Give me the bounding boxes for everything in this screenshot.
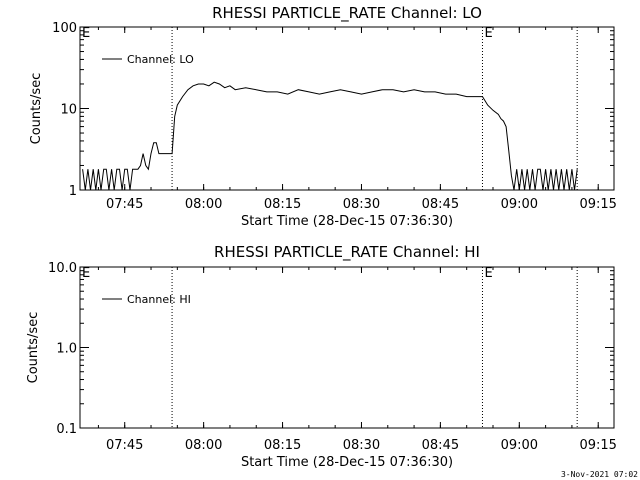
- x-tick-label: 07:45: [106, 438, 143, 453]
- event-marker-label: E: [484, 266, 492, 281]
- x-tick-label: 08:00: [185, 438, 222, 453]
- x-tick-label: 08:15: [264, 197, 301, 212]
- x-tick-label: 08:30: [343, 197, 380, 212]
- x-tick-label: 09:00: [501, 438, 538, 453]
- x-tick-label: 08:45: [422, 438, 459, 453]
- x-tick-label: 09:00: [501, 197, 538, 212]
- y-tick-label: 1.0: [56, 342, 77, 357]
- y-tick-label: 10: [60, 103, 77, 118]
- plot-frame: [79, 266, 615, 429]
- chart-title: RHESSI PARTICLE_RATE Channel: LO: [212, 4, 482, 23]
- x-axis-label: Start Time (28-Dec-15 07:36:30): [241, 455, 453, 470]
- corner-marker-label: E: [82, 26, 90, 41]
- x-tick-label: 09:15: [579, 438, 616, 453]
- chart-title: RHESSI PARTICLE_RATE Channel: HI: [214, 243, 480, 262]
- x-tick-label: 08:30: [343, 438, 380, 453]
- event-marker-label: E: [484, 26, 492, 41]
- y-axis-label: Counts/sec: [29, 73, 44, 145]
- x-axis-label: Start Time (28-Dec-15 07:36:30): [241, 214, 453, 229]
- legend-entry: Channel: HI: [127, 293, 191, 306]
- x-tick-label: 08:15: [264, 438, 301, 453]
- series-line: [82, 81, 578, 191]
- y-tick-label: 10.0: [48, 261, 77, 276]
- x-tick-label: 09:15: [579, 197, 616, 212]
- y-tick-label: 100: [52, 21, 77, 36]
- legend-entry: Channel: LO: [127, 53, 194, 66]
- x-tick-label: 07:45: [106, 197, 143, 212]
- x-tick-label: 08:45: [422, 197, 459, 212]
- plot-frame: [79, 26, 615, 191]
- y-tick-label: 1: [69, 184, 77, 199]
- y-tick-label: 0.1: [56, 422, 77, 437]
- x-tick-label: 08:00: [185, 197, 222, 212]
- generation-timestamp: 3-Nov-2021 07:02: [560, 470, 638, 479]
- corner-marker-label: E: [82, 266, 90, 281]
- y-axis-label: Counts/sec: [26, 312, 41, 384]
